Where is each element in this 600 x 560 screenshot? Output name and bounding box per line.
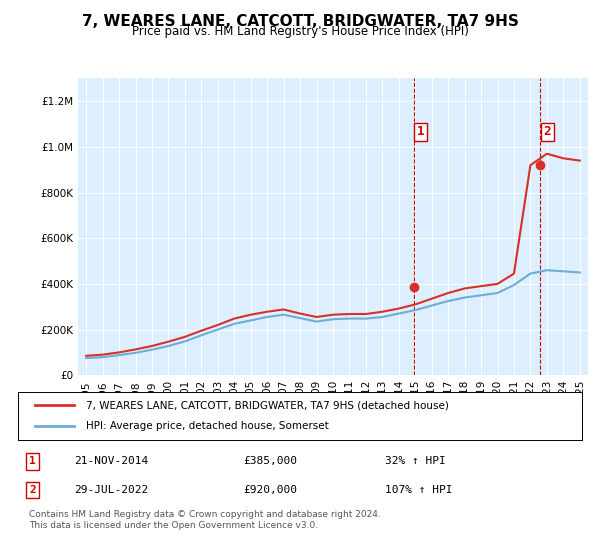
Text: HPI: Average price, detached house, Somerset: HPI: Average price, detached house, Some… bbox=[86, 421, 328, 431]
Text: 7, WEARES LANE, CATCOTT, BRIDGWATER, TA7 9HS: 7, WEARES LANE, CATCOTT, BRIDGWATER, TA7… bbox=[82, 14, 518, 29]
Text: 21-NOV-2014: 21-NOV-2014 bbox=[74, 456, 149, 466]
Text: 1: 1 bbox=[29, 456, 36, 466]
Text: Price paid vs. HM Land Registry's House Price Index (HPI): Price paid vs. HM Land Registry's House … bbox=[131, 25, 469, 38]
Text: 32% ↑ HPI: 32% ↑ HPI bbox=[385, 456, 445, 466]
Text: 2: 2 bbox=[544, 125, 551, 138]
Text: 107% ↑ HPI: 107% ↑ HPI bbox=[385, 485, 452, 495]
Text: 2: 2 bbox=[29, 485, 36, 495]
Text: £385,000: £385,000 bbox=[244, 456, 298, 466]
Text: 1: 1 bbox=[417, 125, 424, 138]
Text: Contains HM Land Registry data © Crown copyright and database right 2024.
This d: Contains HM Land Registry data © Crown c… bbox=[29, 510, 381, 530]
Text: 29-JUL-2022: 29-JUL-2022 bbox=[74, 485, 149, 495]
Text: 7, WEARES LANE, CATCOTT, BRIDGWATER, TA7 9HS (detached house): 7, WEARES LANE, CATCOTT, BRIDGWATER, TA7… bbox=[86, 400, 449, 410]
Text: £920,000: £920,000 bbox=[244, 485, 298, 495]
